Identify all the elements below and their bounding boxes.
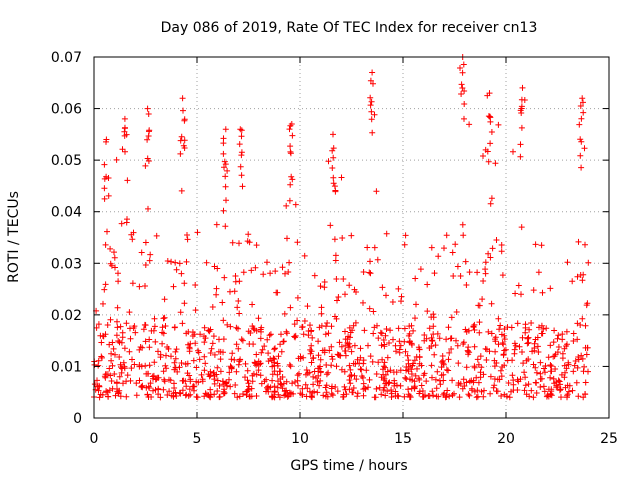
y-axis-label: ROTI / TECUs xyxy=(6,191,22,283)
data-points xyxy=(91,54,592,401)
y-tick-label: 0.04 xyxy=(51,205,82,221)
plot-border xyxy=(93,56,610,419)
plot-frame xyxy=(93,56,610,419)
y-axis-ticks: 0 0.01 0.02 0.03 0.04 0.05 0.06 0.07 xyxy=(51,50,609,427)
y-tick-label: 0.06 xyxy=(51,102,82,118)
y-tick-label: 0.02 xyxy=(51,308,82,324)
y-tick-label: 0.05 xyxy=(51,153,82,169)
y-tick-label: 0.01 xyxy=(51,359,82,375)
y-tick-label: 0 xyxy=(73,411,82,427)
x-tick-label: 20 xyxy=(497,431,515,447)
y-tick-label: 0.03 xyxy=(51,256,82,272)
x-tick-label: 25 xyxy=(600,431,618,447)
chart-title: Day 086 of 2019, Rate Of TEC Index for r… xyxy=(161,20,538,36)
x-tick-label: 15 xyxy=(394,431,412,447)
x-tick-label: 0 xyxy=(90,431,99,447)
x-tick-label: 5 xyxy=(193,431,202,447)
scatter-markers xyxy=(91,54,592,401)
y-tick-label: 0.07 xyxy=(51,50,82,66)
x-axis-label: GPS time / hours xyxy=(290,458,407,474)
x-tick-label: 10 xyxy=(291,431,309,447)
x-axis-ticks: 0 5 10 15 20 25 xyxy=(90,57,618,447)
